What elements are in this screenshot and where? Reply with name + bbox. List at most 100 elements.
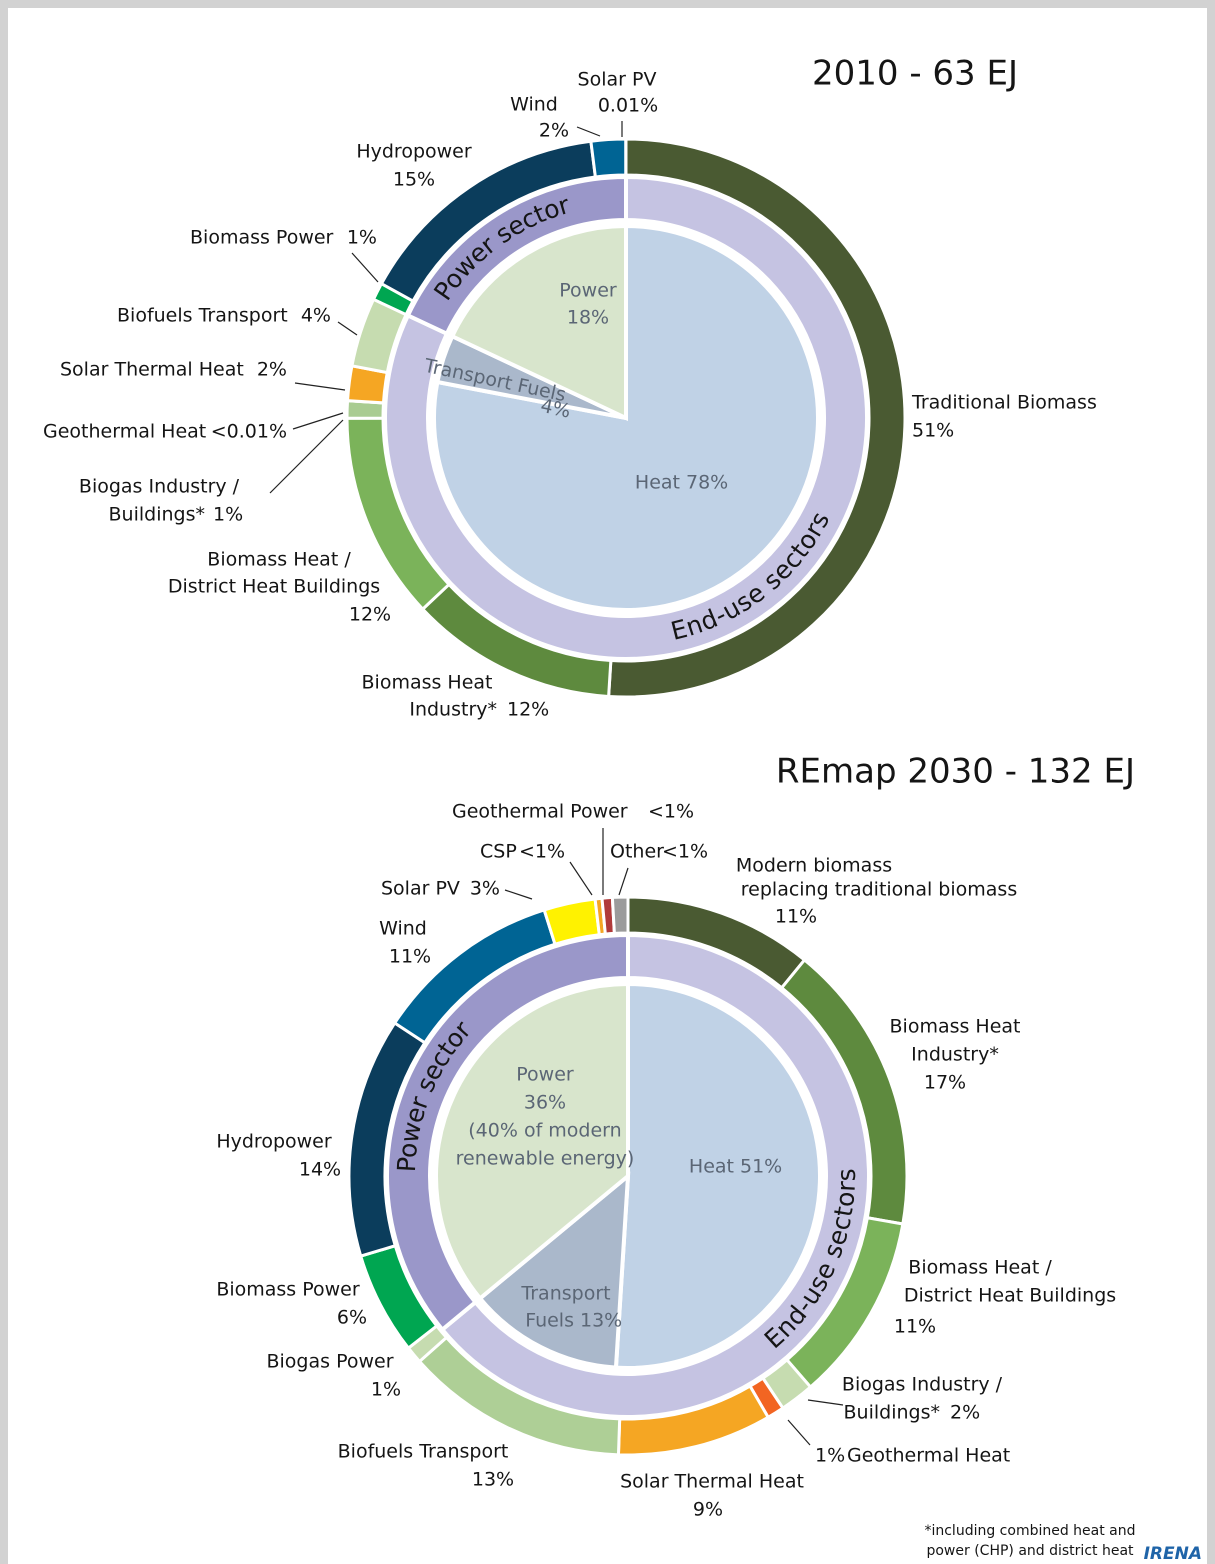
pie-slice bbox=[432, 223, 820, 612]
pie-label: Heat bbox=[635, 472, 680, 494]
segment-label: Hydropower bbox=[216, 1131, 332, 1153]
segment-label-value: 12% bbox=[507, 699, 549, 721]
segment-label: Biogas Power bbox=[266, 1351, 393, 1373]
segment-label-value: 0.01% bbox=[598, 95, 658, 117]
segment-label-value: 6% bbox=[337, 1307, 367, 1329]
segment-label: Biomass Power bbox=[216, 1279, 360, 1301]
segment-label: Biogas Industry / bbox=[842, 1374, 1003, 1396]
chart-title: 2010 - 63 EJ bbox=[812, 54, 1018, 94]
segment-label: Other bbox=[610, 841, 664, 863]
leader-line bbox=[337, 321, 358, 336]
leader-line bbox=[504, 889, 533, 900]
segment-label: Biomass Heat / bbox=[207, 549, 351, 571]
pie-label: Power bbox=[516, 1064, 574, 1086]
segment-label-value: 1% bbox=[347, 227, 377, 249]
footnote: *including combined heat and bbox=[924, 1523, 1135, 1539]
segment-label: Solar PV bbox=[578, 69, 657, 91]
segment-label-value: 14% bbox=[299, 1159, 341, 1181]
leader-line bbox=[618, 867, 629, 896]
segment-label-value: 51% bbox=[912, 420, 954, 442]
leader-line bbox=[787, 1419, 811, 1446]
segment-label-value: 12% bbox=[349, 604, 391, 626]
outer-segment bbox=[589, 137, 628, 179]
segment-label: Biofuels Transport bbox=[117, 305, 288, 327]
leader-line bbox=[351, 252, 379, 283]
pie-slice bbox=[613, 981, 822, 1370]
source: IRENA bbox=[1144, 1544, 1202, 1564]
leader-line bbox=[576, 126, 601, 137]
segment-label-value: <0.01% bbox=[211, 421, 287, 443]
segment-label: District Heat Buildings bbox=[904, 1285, 1116, 1307]
segment-label-value: 9% bbox=[693, 1499, 723, 1521]
segment-label: Solar Thermal Heat bbox=[60, 359, 244, 381]
pie-slice bbox=[434, 981, 630, 1302]
segment-label-value: 3% bbox=[470, 878, 500, 900]
segment-label-value: 4% bbox=[301, 305, 331, 327]
segment-label-value: 1% bbox=[371, 1379, 401, 1401]
sector-segment bbox=[439, 932, 871, 1419]
segment-label: Hydropower bbox=[356, 141, 472, 163]
segment-label-value: <1% bbox=[648, 801, 694, 823]
leader-line bbox=[807, 1399, 844, 1406]
segment-label: Biomass Power bbox=[190, 227, 334, 249]
leader-line bbox=[294, 382, 346, 391]
segment-label-value: <1% bbox=[519, 841, 565, 863]
segment-label: Solar Thermal Heat bbox=[620, 1471, 804, 1493]
segment-label: Biomass Heat bbox=[362, 672, 493, 694]
sector-segment bbox=[405, 174, 628, 337]
pie-label: Power bbox=[559, 280, 617, 302]
segment-label-value: 2% bbox=[950, 1402, 980, 1424]
pie-slice bbox=[449, 223, 628, 422]
segment-label-value: 1% bbox=[815, 1445, 845, 1467]
pie-slice bbox=[477, 1171, 631, 1370]
segment-label-value: 2% bbox=[539, 120, 569, 142]
segment-label-value: 11% bbox=[894, 1316, 936, 1338]
segment-label: Traditional Biomass bbox=[911, 392, 1097, 414]
segment-label-value: 11% bbox=[775, 906, 817, 928]
pie-label-value: 51% bbox=[740, 1156, 782, 1178]
segment-label: Biogas Industry / bbox=[79, 476, 240, 498]
outer-segment bbox=[610, 895, 630, 935]
footnote: power (CHP) and district heat bbox=[926, 1543, 1134, 1559]
pie-label: Heat bbox=[689, 1156, 734, 1178]
segment-label: Wind bbox=[379, 918, 427, 940]
segment-label-value: 15% bbox=[393, 169, 435, 191]
segment-label-value: 1% bbox=[213, 504, 243, 526]
pie-note: renewable energy) bbox=[456, 1148, 635, 1170]
segment-label-value: 17% bbox=[924, 1072, 966, 1094]
segment-label-value: 13% bbox=[472, 1469, 514, 1491]
leader-line bbox=[569, 861, 593, 896]
segment-label: Geothermal Power bbox=[452, 801, 628, 823]
segment-label: CSP bbox=[480, 841, 517, 863]
sector-segment bbox=[383, 174, 869, 661]
segment-label: Industry* bbox=[409, 699, 497, 721]
segment-label-value: <1% bbox=[662, 841, 708, 863]
segment-label-value: 2% bbox=[257, 359, 287, 381]
segment-label: Solar PV bbox=[381, 878, 460, 900]
segment-label: District Heat Buildings bbox=[168, 576, 380, 598]
segment-label: Geothermal Heat bbox=[43, 421, 206, 443]
segment-label: Biomass Heat / bbox=[908, 1257, 1052, 1279]
pie-label-value: 36% bbox=[524, 1092, 566, 1114]
segment-label: Buildings* bbox=[109, 504, 205, 526]
segment-label: Biomass Heat bbox=[890, 1016, 1021, 1038]
segment-label-value: 11% bbox=[389, 946, 431, 968]
segment-label: Industry* bbox=[911, 1044, 999, 1066]
segment-label: Buildings* bbox=[844, 1402, 940, 1424]
leader-line bbox=[269, 419, 344, 494]
segment-label: Geothermal Heat bbox=[847, 1445, 1010, 1467]
chart-title: REmap 2030 - 132 EJ bbox=[776, 752, 1135, 792]
segment-label: Biofuels Transport bbox=[338, 1441, 509, 1463]
pie-note: (40% of modern bbox=[468, 1120, 621, 1142]
segment-label: replacing traditional biomass bbox=[741, 879, 1017, 901]
segment-label: Modern biomass bbox=[736, 855, 892, 877]
pie-label-value: 78% bbox=[686, 472, 728, 494]
pie-label-value: 13% bbox=[580, 1310, 622, 1332]
leader-line bbox=[292, 412, 344, 430]
sector-segment bbox=[385, 932, 630, 1333]
pie-label: Fuels bbox=[525, 1310, 574, 1332]
pie-label-value: 18% bbox=[567, 307, 609, 329]
segment-label: Wind bbox=[510, 94, 558, 116]
pie-label: Transport bbox=[520, 1283, 610, 1305]
